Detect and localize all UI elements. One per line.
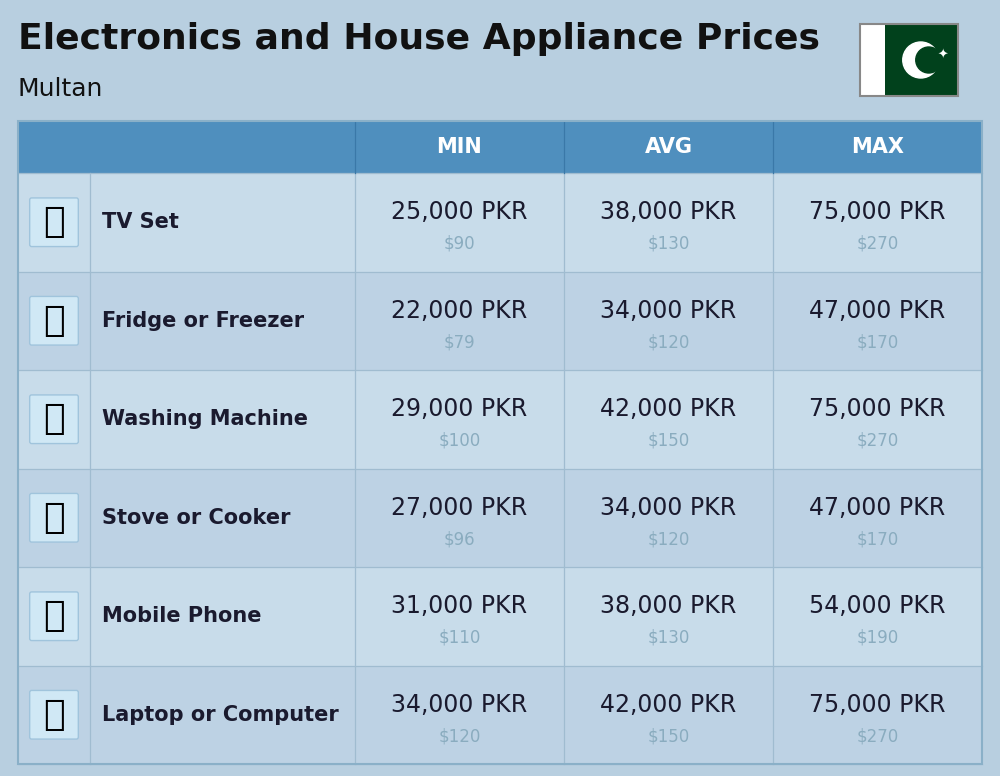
FancyBboxPatch shape (18, 370, 982, 469)
Text: Stove or Cooker: Stove or Cooker (102, 508, 290, 528)
FancyBboxPatch shape (18, 567, 982, 666)
Text: $170: $170 (856, 531, 899, 549)
Text: $120: $120 (647, 531, 690, 549)
Text: $120: $120 (647, 334, 690, 352)
Text: Multan: Multan (18, 77, 103, 101)
FancyBboxPatch shape (30, 296, 78, 345)
Text: 27,000 PKR: 27,000 PKR (391, 496, 528, 520)
Text: 📱: 📱 (43, 599, 65, 633)
Text: $100: $100 (438, 432, 481, 450)
Text: 🧹: 🧹 (43, 402, 65, 436)
Text: $270: $270 (856, 727, 899, 746)
Text: Fridge or Freezer: Fridge or Freezer (102, 310, 304, 331)
Text: $130: $130 (647, 629, 690, 647)
Text: 22,000 PKR: 22,000 PKR (391, 299, 528, 323)
Text: 34,000 PKR: 34,000 PKR (391, 693, 528, 717)
Text: Electronics and House Appliance Prices: Electronics and House Appliance Prices (18, 22, 820, 56)
FancyBboxPatch shape (18, 666, 982, 764)
Text: 34,000 PKR: 34,000 PKR (600, 299, 737, 323)
FancyBboxPatch shape (860, 24, 885, 96)
Text: 38,000 PKR: 38,000 PKR (600, 200, 737, 224)
Text: 💻: 💻 (43, 698, 65, 732)
Text: 34,000 PKR: 34,000 PKR (600, 496, 737, 520)
Text: $96: $96 (444, 531, 475, 549)
Text: $150: $150 (647, 727, 690, 746)
Text: ✦: ✦ (938, 48, 948, 61)
FancyBboxPatch shape (885, 24, 958, 96)
FancyBboxPatch shape (18, 272, 982, 370)
Text: $190: $190 (856, 629, 899, 647)
Text: 47,000 PKR: 47,000 PKR (809, 299, 946, 323)
Text: 📺: 📺 (43, 205, 65, 239)
Text: MAX: MAX (851, 137, 904, 157)
Text: 🔥: 🔥 (43, 501, 65, 535)
FancyBboxPatch shape (30, 691, 78, 739)
Text: Mobile Phone: Mobile Phone (102, 606, 262, 626)
Text: $150: $150 (647, 432, 690, 450)
Text: 29,000 PKR: 29,000 PKR (391, 397, 528, 421)
FancyBboxPatch shape (30, 592, 78, 640)
Text: $120: $120 (438, 727, 481, 746)
Text: $170: $170 (856, 334, 899, 352)
Text: MIN: MIN (437, 137, 482, 157)
Text: 31,000 PKR: 31,000 PKR (391, 594, 528, 618)
FancyBboxPatch shape (30, 395, 78, 444)
Text: $110: $110 (438, 629, 481, 647)
Text: $90: $90 (444, 235, 475, 253)
FancyBboxPatch shape (30, 198, 78, 247)
Text: $130: $130 (647, 235, 690, 253)
FancyBboxPatch shape (30, 494, 78, 542)
Text: $79: $79 (444, 334, 475, 352)
Text: AVG: AVG (644, 137, 692, 157)
Text: TV Set: TV Set (102, 213, 179, 232)
Text: 54,000 PKR: 54,000 PKR (809, 594, 946, 618)
Text: Laptop or Computer: Laptop or Computer (102, 705, 339, 725)
Text: 47,000 PKR: 47,000 PKR (809, 496, 946, 520)
Text: 75,000 PKR: 75,000 PKR (809, 693, 946, 717)
FancyBboxPatch shape (18, 121, 982, 764)
Text: Washing Machine: Washing Machine (102, 409, 308, 429)
Text: $270: $270 (856, 432, 899, 450)
Text: 42,000 PKR: 42,000 PKR (600, 397, 737, 421)
Text: 75,000 PKR: 75,000 PKR (809, 200, 946, 224)
Text: 38,000 PKR: 38,000 PKR (600, 594, 737, 618)
FancyBboxPatch shape (18, 469, 982, 567)
Text: 🏇: 🏇 (43, 303, 65, 338)
Text: 75,000 PKR: 75,000 PKR (809, 397, 946, 421)
FancyBboxPatch shape (18, 121, 982, 173)
Circle shape (903, 42, 939, 78)
Circle shape (916, 47, 942, 73)
Text: 25,000 PKR: 25,000 PKR (391, 200, 528, 224)
Text: 42,000 PKR: 42,000 PKR (600, 693, 737, 717)
FancyBboxPatch shape (18, 173, 982, 272)
Text: $270: $270 (856, 235, 899, 253)
